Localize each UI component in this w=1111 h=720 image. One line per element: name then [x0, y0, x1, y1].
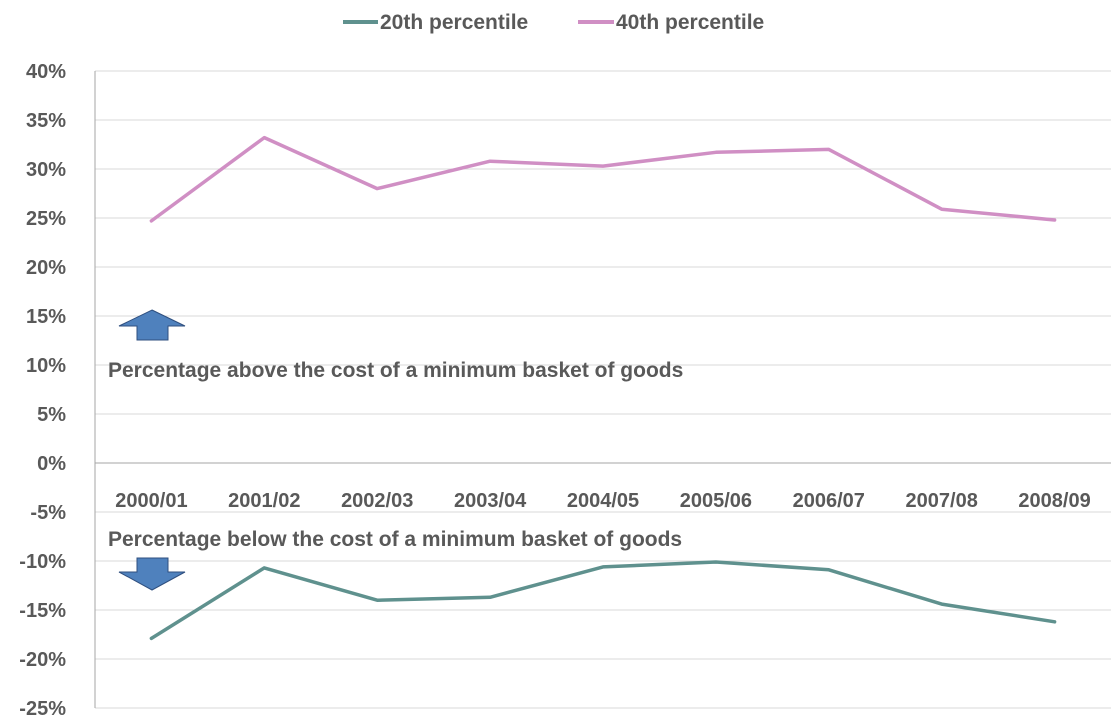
y-tick-label: -20%: [19, 649, 66, 671]
y-tick-label: -10%: [19, 551, 66, 573]
series-lines: [149, 135, 1057, 641]
up-arrow-icon: [118, 309, 186, 341]
annotation-below: Percentage below the cost of a minimum b…: [108, 528, 682, 591]
y-tick-label: 30%: [26, 159, 66, 181]
data-point: [1053, 620, 1057, 624]
y-tick-label: 0%: [37, 453, 66, 475]
data-point: [488, 159, 492, 163]
x-tick-label: 2003/04: [454, 490, 527, 512]
series-line: [149, 560, 1057, 641]
x-tick-label: 2007/08: [906, 490, 978, 512]
data-point: [488, 595, 492, 599]
y-tick-label: 15%: [26, 306, 66, 328]
x-tick-label: 2002/03: [341, 490, 413, 512]
x-tick-labels: 2000/01 2001/02 2002/03 2003/04 2004/05 2005/…: [115, 490, 1090, 512]
data-point: [262, 136, 266, 140]
y-tick-label: -15%: [19, 600, 66, 622]
legend-label: 40th percentile: [616, 11, 764, 34]
y-tick-label: 25%: [26, 208, 66, 230]
data-point: [149, 219, 153, 223]
y-tick-label: 20%: [26, 257, 66, 279]
annotation-below-text: Percentage below the cost of a minimum b…: [108, 528, 682, 551]
y-tick-label: 35%: [26, 110, 66, 132]
annotation-above-text: Percentage above the cost of a minimum b…: [108, 359, 683, 382]
annotation-above: Percentage above the cost of a minimum b…: [108, 309, 683, 382]
y-tick-label: -25%: [19, 698, 66, 720]
gridlines: [95, 70, 1111, 709]
data-point: [827, 147, 831, 151]
data-point: [375, 187, 379, 191]
x-tick-label: 2004/05: [567, 490, 639, 512]
data-point: [714, 150, 718, 154]
legend: 20th percentile 40th percentile: [343, 11, 764, 34]
down-arrow-icon: [118, 557, 186, 591]
x-tick-label: 2005/06: [680, 490, 752, 512]
data-point: [149, 636, 153, 640]
y-tick-label: 5%: [37, 404, 66, 426]
y-tick-label: -5%: [30, 502, 66, 524]
y-tick-labels: 40% 35% 30% 25% 20% 15% 10% 5% 0% -5% -10% -15% -20%…: [19, 61, 66, 720]
data-point: [714, 560, 718, 564]
data-point: [601, 164, 605, 168]
x-tick-label: 2008/09: [1018, 490, 1090, 512]
data-point: [827, 568, 831, 572]
data-point: [940, 207, 944, 211]
data-point: [940, 602, 944, 606]
x-tick-label: 2001/02: [228, 490, 300, 512]
x-tick-label: 2000/01: [115, 490, 187, 512]
y-tick-label: 10%: [26, 355, 66, 377]
data-point: [262, 566, 266, 570]
y-tick-label: 40%: [26, 61, 66, 83]
x-tick-label: 2006/07: [793, 490, 865, 512]
data-point: [1053, 218, 1057, 222]
data-point: [375, 598, 379, 602]
legend-label: 20th percentile: [380, 11, 528, 34]
data-point: [601, 565, 605, 569]
series-line: [149, 135, 1057, 223]
